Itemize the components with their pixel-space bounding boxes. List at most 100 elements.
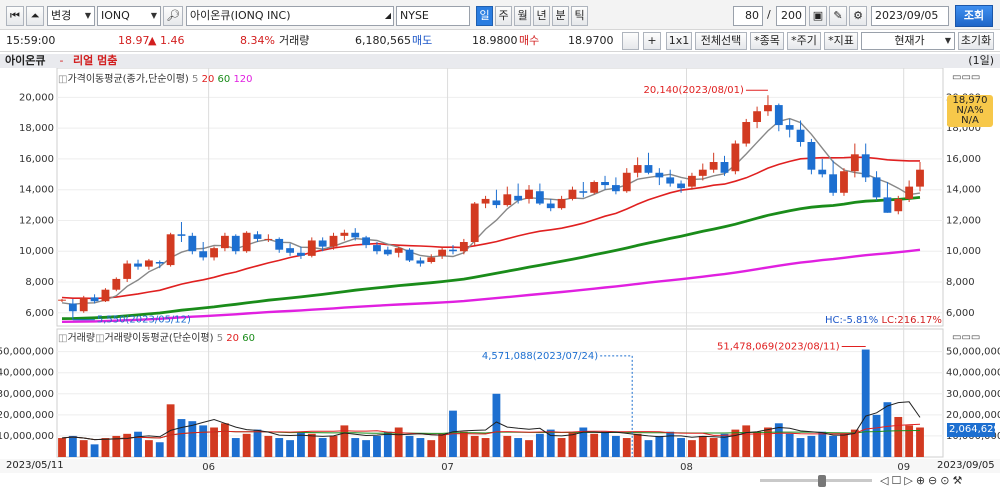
volume-bar	[774, 423, 783, 457]
indicator-button[interactable]: *지표	[824, 32, 858, 50]
volume-bar	[872, 414, 881, 457]
legend-ma120: 120	[233, 74, 253, 85]
ma60-line	[61, 196, 921, 320]
period-year-button[interactable]: 년	[533, 6, 550, 26]
volume-bar	[677, 438, 685, 457]
legend-marker-icon: ◫	[58, 74, 68, 85]
gear-icon: ⚙	[853, 9, 863, 22]
candle-body	[503, 194, 512, 206]
volume-bar	[101, 438, 110, 457]
volume-label: 거래량	[279, 34, 310, 47]
lc-label: LC:216.17%	[881, 315, 942, 326]
search-button[interactable]: 🔎︎	[163, 6, 183, 26]
symbol-value: IONQ	[101, 9, 130, 22]
legend-marker-icon: ◫	[58, 333, 68, 344]
candle-body	[535, 191, 544, 204]
settings-button[interactable]: ⚙	[849, 6, 867, 26]
stop-icon[interactable]: ☐	[891, 474, 905, 487]
scroll-right-icon[interactable]: ▷	[904, 474, 916, 487]
volume-bar	[188, 421, 197, 457]
candle-body	[557, 198, 566, 209]
price-y-tick-left: 16,000	[19, 154, 54, 165]
volume-bar	[709, 438, 718, 457]
candle-body	[644, 165, 653, 173]
price-legend: ◫가격이동평균(종가,단순이평) 5 20 60 120	[58, 70, 253, 85]
zoom-reset-icon[interactable]: ⊙	[940, 474, 953, 487]
candle-body	[383, 249, 392, 255]
volume-peak-label: 51,478,069(2023/08/11)	[717, 342, 840, 353]
candle-body	[438, 249, 447, 256]
collapse-button[interactable]: ⏶	[26, 6, 44, 26]
volume-bar	[601, 431, 609, 457]
price-y-tick-right: 6,000	[946, 308, 975, 319]
volume-bar	[383, 431, 392, 457]
zoom-out-icon[interactable]: ⊖	[928, 474, 941, 487]
volume-bar	[318, 438, 327, 457]
candle-body	[796, 129, 805, 142]
volume-y-tick-left: 10,000,000	[0, 431, 54, 442]
select-all-button[interactable]: 전체선택	[695, 32, 747, 50]
candle-body	[123, 263, 132, 279]
legend-ma60: 60	[217, 74, 231, 85]
tools-icon[interactable]: ⚒	[952, 474, 966, 487]
draw-tool-button[interactable]: ✎	[829, 6, 847, 26]
zoom-in-icon[interactable]: ⊕	[915, 474, 929, 487]
volume-bar	[514, 438, 523, 457]
price-y-tick-left: 8,000	[25, 277, 54, 288]
candle-body	[514, 195, 523, 201]
chart-period-label: (1일)	[968, 54, 994, 67]
volume-bar	[720, 433, 729, 457]
search-submit-button[interactable]: 조회	[955, 5, 993, 27]
scroll-left-icon[interactable]: ◁	[880, 474, 892, 487]
count-total-input[interactable]: 200	[776, 6, 806, 26]
period-month-button[interactable]: 월	[514, 6, 531, 26]
panel-settings-icon: ▭▭▭	[952, 72, 980, 83]
category-select[interactable]: 변경 ▼	[47, 6, 95, 26]
period-minute-button[interactable]: 분	[552, 6, 569, 26]
chart-scrollbar[interactable]	[760, 474, 872, 488]
x-tick-label: 08	[680, 462, 693, 473]
candle-body	[449, 249, 457, 252]
first-page-button[interactable]: ⏮	[6, 6, 24, 26]
company-name-field[interactable]: 아이온큐(IONQ INC) ◢	[186, 6, 394, 26]
checkbox-toggle[interactable]	[622, 32, 639, 50]
volume-bar	[883, 402, 892, 457]
plus-button[interactable]: +	[643, 32, 661, 50]
volume-bar	[481, 438, 490, 457]
legend-ma20: 20	[201, 74, 215, 85]
candle-body	[601, 182, 609, 186]
volume-bar	[633, 433, 642, 457]
chart-canvas[interactable]: 20,00020,00018,00018,00016,00016,00014,0…	[0, 68, 1000, 497]
candle-body	[633, 165, 642, 173]
period-tick-button[interactable]: 틱	[571, 6, 588, 26]
search-icon: 🔎︎	[166, 9, 180, 22]
period-day-button[interactable]: 일	[476, 6, 493, 26]
candle-body	[459, 242, 468, 252]
count-current-input[interactable]: 80	[733, 6, 763, 26]
price-panel	[56, 68, 944, 327]
volume-bar	[275, 438, 284, 457]
symbol-input[interactable]: IONQ ▼	[97, 6, 161, 26]
candle-body	[590, 182, 599, 193]
price-mode-select[interactable]: 현재가 ▼	[861, 32, 955, 50]
candle-body	[405, 249, 414, 261]
bid-label: 매수	[519, 34, 540, 47]
ratio-button[interactable]: 1x1	[666, 32, 692, 50]
period-week-button[interactable]: 주	[495, 6, 512, 26]
save-button[interactable]: ▣	[809, 6, 827, 26]
candle-body	[68, 303, 77, 312]
candle-body	[144, 260, 153, 267]
item-button[interactable]: *종목	[750, 32, 784, 50]
cycle-button[interactable]: *주기	[787, 32, 821, 50]
current-price-value: 18,970	[952, 95, 988, 106]
reset-button[interactable]: 초기화	[958, 32, 994, 50]
date-input[interactable]: 2023/09/05	[871, 6, 949, 26]
candle-body	[394, 248, 403, 253]
candle-body	[764, 105, 772, 112]
candle-body	[611, 185, 620, 192]
legend-vol-ma5: 5	[216, 333, 224, 344]
scroll-thumb[interactable]	[818, 475, 826, 487]
candle-body	[275, 238, 284, 250]
candle-body	[753, 111, 761, 122]
legend-vol-ma60: 60	[242, 333, 255, 344]
